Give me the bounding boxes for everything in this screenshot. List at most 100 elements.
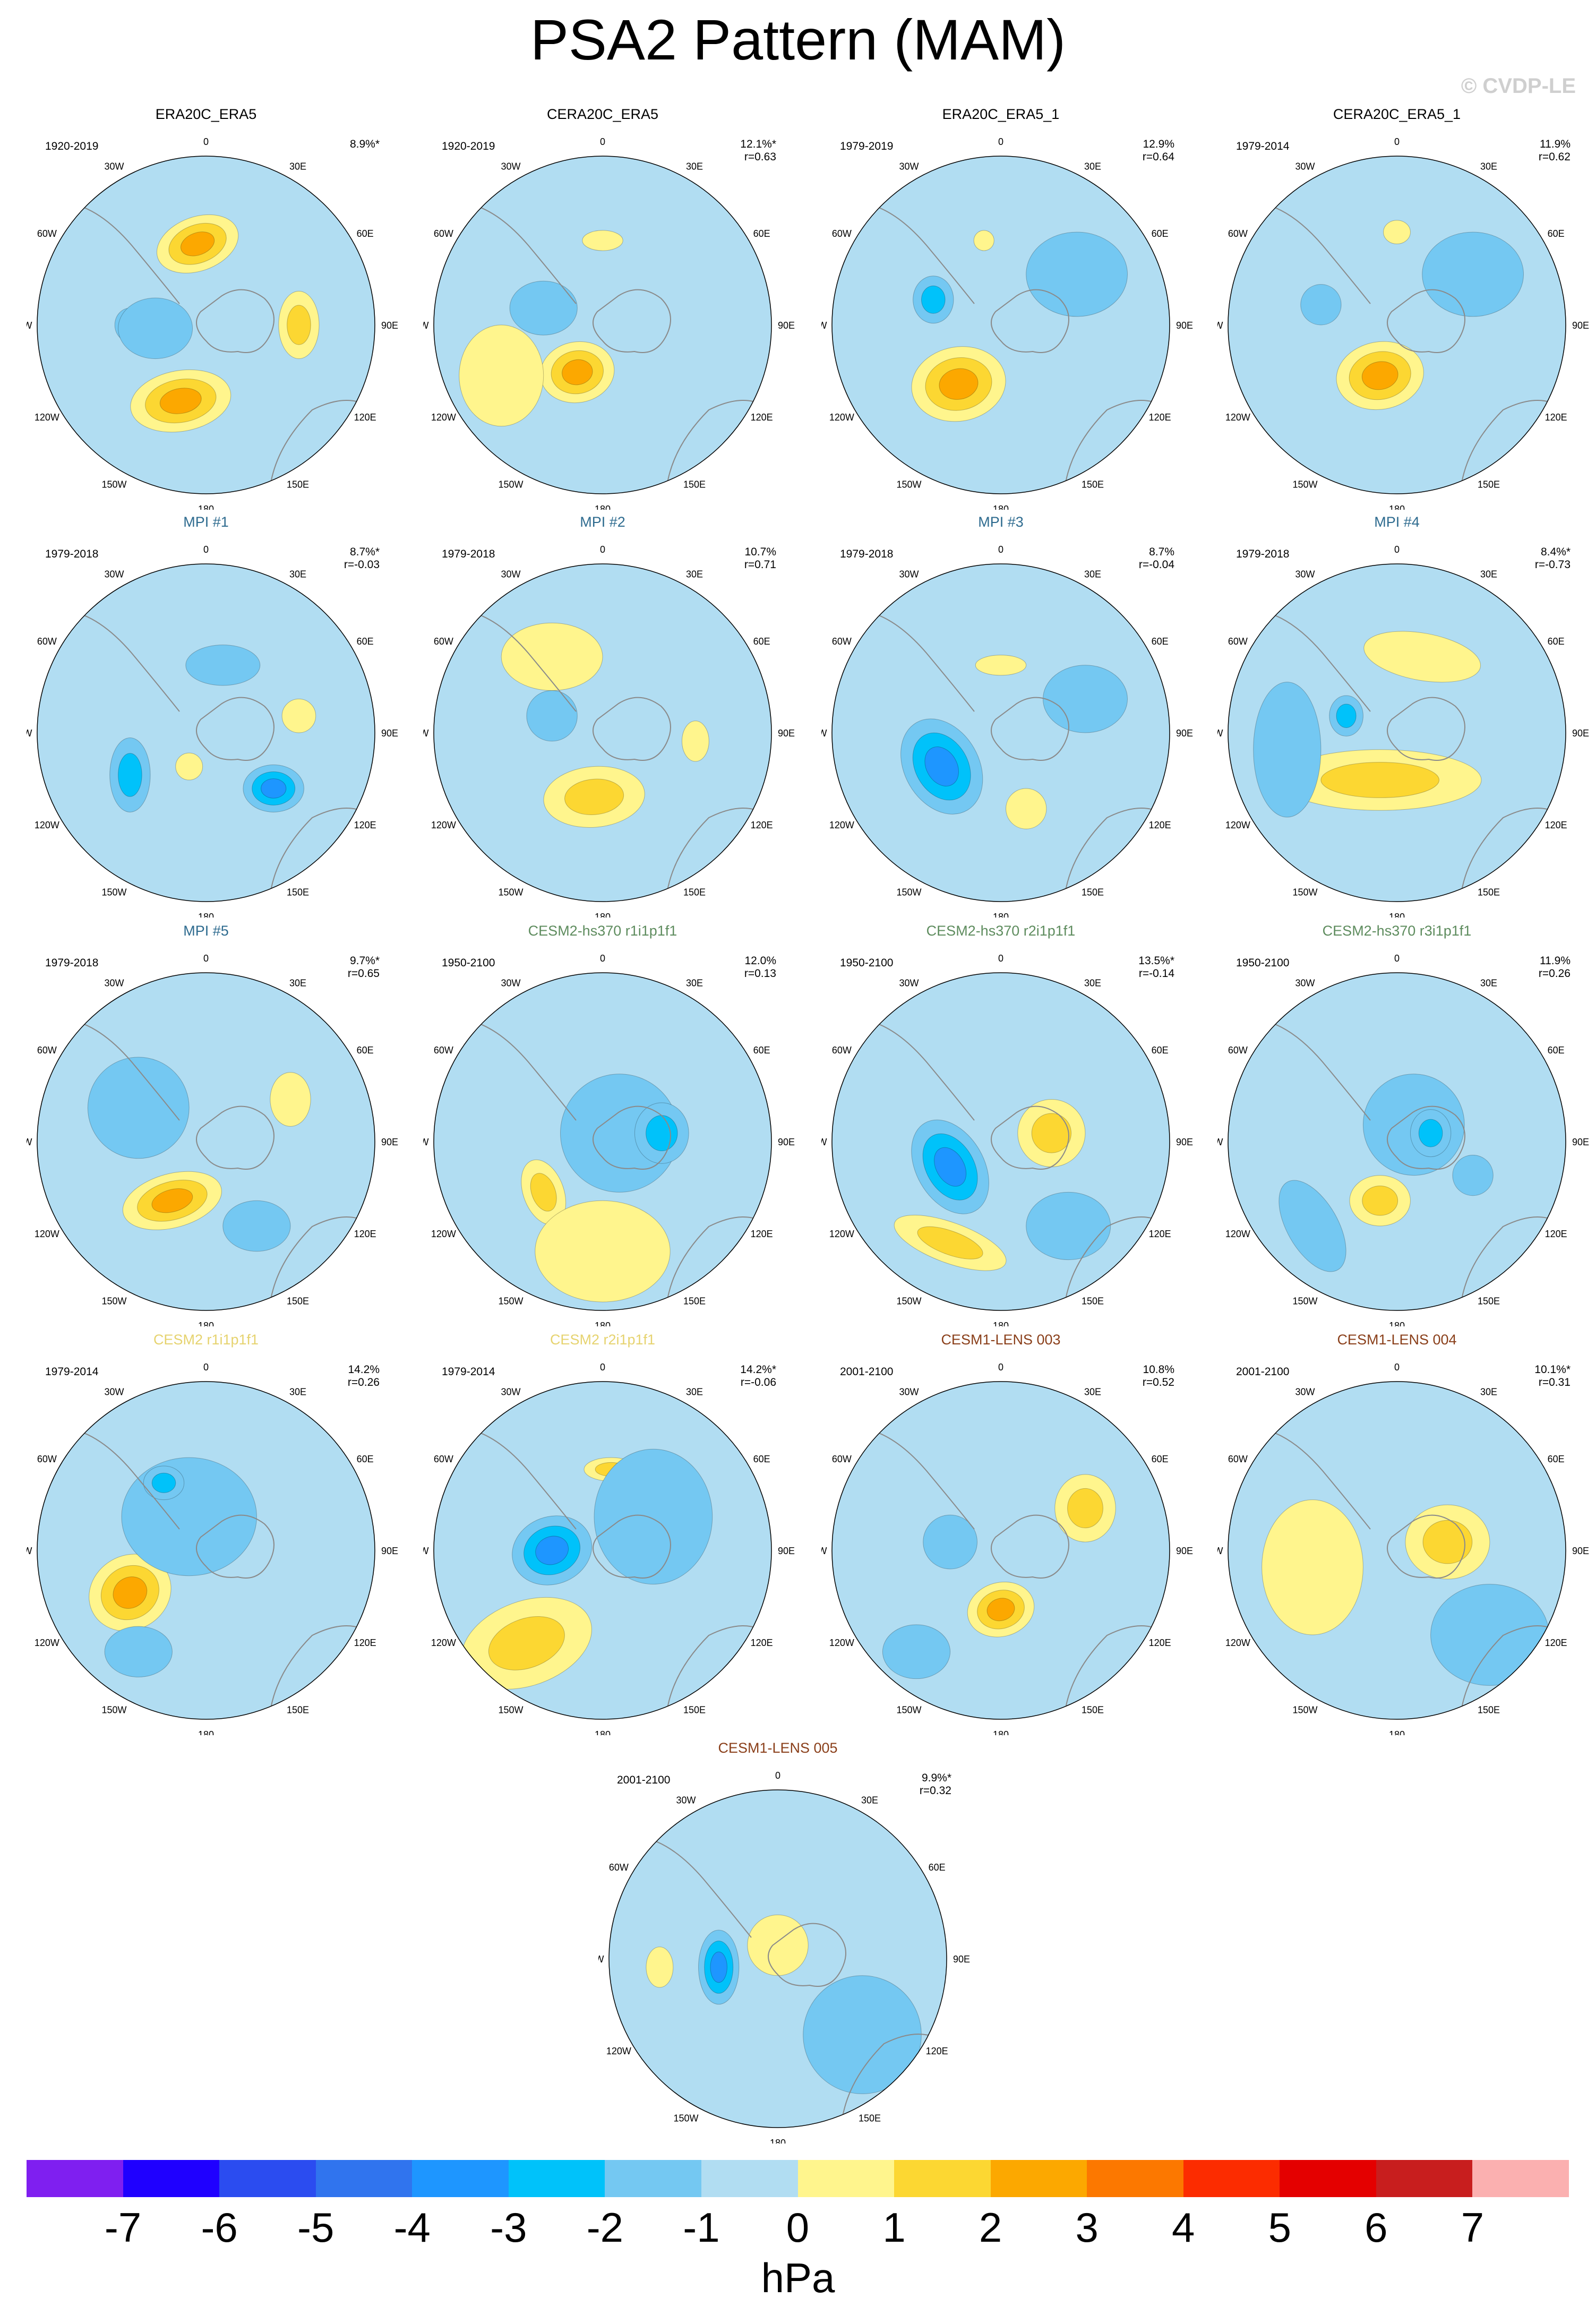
anomaly-contour — [87, 1057, 190, 1159]
polar-map: 0 30E 60E 90E 120E 150E 180 150W 120W 90W 60W 30W — [1217, 1362, 1589, 1735]
map-panel: 0 30E 60E 90E 120E 150E 180 150W 120W 90W 60W 30W MP… — [423, 514, 819, 918]
panel-title: ERA20C_ERA5 — [155, 106, 257, 122]
anomaly-contour — [562, 359, 593, 385]
panel-years: 1950-2100 — [442, 957, 495, 969]
colorbar — [27, 2160, 1569, 2197]
anomaly-contour — [1043, 665, 1128, 733]
anomaly-contour — [526, 690, 578, 742]
map-panel: 0 30E 60E 90E 120E 150E 180 150W 120W 90W 60W 30W MP… — [27, 923, 422, 1326]
longitude-label: 30E — [289, 1386, 306, 1397]
polar-map: 0 30E 60E 90E 120E 150E 180 150W 120W 90W 60W 30W — [821, 953, 1193, 1326]
longitude-label: 150E — [287, 1705, 309, 1716]
longitude-label: 90W — [1217, 1137, 1223, 1147]
longitude-label: 30E — [289, 569, 306, 579]
anomaly-field — [1228, 1382, 1566, 1719]
colorbar-swatch — [508, 2160, 605, 2197]
longitude-label: 0 — [203, 953, 209, 964]
map-border — [433, 972, 772, 1311]
anomaly-contour — [882, 1624, 951, 1679]
colorbar-swatch — [219, 2160, 316, 2197]
colorbar-swatch — [27, 2160, 123, 2197]
polar-map: 0 30E 60E 90E 120E 150E 180 150W 120W 90W 60W 30W — [1217, 953, 1589, 1326]
coastline-australia — [1460, 400, 1557, 490]
anomaly-contour — [1300, 284, 1342, 325]
longitude-label: 120W — [1225, 820, 1250, 830]
coastline-antarctica — [593, 697, 671, 761]
coastline-australia — [1064, 808, 1161, 898]
longitude-label: 60W — [1228, 1454, 1248, 1464]
longitude-label: 90E — [1572, 1546, 1589, 1556]
longitude-label: 90W — [423, 1546, 429, 1556]
pattern-correlation: r=-0.14 — [1138, 967, 1174, 980]
panel-stats: 10.8% r=0.52 — [1143, 1364, 1174, 1389]
panel-stats: 12.0% r=0.13 — [744, 955, 776, 980]
longitude-label: 120E — [751, 1637, 773, 1648]
background-fill — [832, 564, 1170, 902]
coastline-south-america — [67, 1428, 180, 1530]
longitude-label: 90E — [381, 728, 398, 739]
coastline-south-america — [67, 1019, 180, 1121]
panel-title: MPI #5 — [183, 923, 229, 939]
longitude-label: 0 — [998, 136, 1003, 147]
longitude-label: 120W — [1225, 1229, 1250, 1239]
map-panel: 0 30E 60E 90E 120E 150E 180 150W 120W 90W 60W 30W CE… — [1217, 1332, 1596, 1735]
longitude-label: 120W — [35, 1229, 59, 1239]
panel-title: CESM2-hs370 r1i1p1f1 — [528, 923, 677, 939]
longitude-label: 180 — [1389, 912, 1405, 918]
longitude-label: 60W — [37, 636, 57, 647]
longitude-label: 180 — [595, 1321, 611, 1326]
longitude-label: 30E — [686, 978, 703, 988]
anomaly-contour — [594, 1448, 713, 1585]
coastline-antarctica — [196, 289, 274, 353]
longitude-label: 60E — [357, 636, 374, 647]
map-panel: 0 30E 60E 90E 120E 150E 180 150W 120W 90W 60W 30W CE… — [821, 1332, 1217, 1735]
anomaly-field — [832, 564, 1170, 902]
colorbar-swatch — [1183, 2160, 1280, 2197]
background-fill — [37, 156, 375, 494]
panel-title: CERA20C_ERA5_1 — [1333, 106, 1461, 122]
panel-years: 1950-2100 — [840, 957, 894, 969]
panel-title: CESM2-hs370 r2i1p1f1 — [926, 923, 1076, 939]
longitude-label: 60W — [832, 1454, 852, 1464]
map-border — [1228, 563, 1566, 902]
colorbar-tick-label: 2 — [979, 2204, 1002, 2251]
longitude-label: 30E — [686, 1386, 703, 1397]
anomaly-contour — [118, 753, 142, 797]
colorbar-tick-label: -5 — [297, 2204, 334, 2251]
anomaly-contour — [222, 1200, 291, 1252]
coastline-south-america — [1258, 202, 1371, 304]
panel-years: 1979-2014 — [45, 1366, 99, 1378]
map-border — [37, 156, 375, 494]
longitude-label: 150E — [1082, 479, 1104, 490]
anomaly-field — [1228, 973, 1566, 1310]
panel-years: 1979-2019 — [840, 140, 894, 152]
anomaly-field — [434, 156, 771, 494]
colorbar-tick-label: -7 — [104, 2204, 142, 2251]
polar-map: 0 30E 60E 90E 120E 150E 180 150W 120W 90W 60W 30W — [821, 544, 1193, 918]
coastline-australia — [841, 2034, 938, 2124]
anomaly-contour — [287, 305, 311, 345]
coastline-antarctica — [1387, 1105, 1465, 1170]
coastline-antarctica — [593, 289, 671, 353]
longitude-label: 120E — [1149, 1637, 1171, 1648]
longitude-label: 0 — [600, 544, 605, 555]
longitude-label: 30E — [1480, 978, 1497, 988]
longitude-label: 0 — [998, 953, 1003, 964]
coastline-antarctica — [593, 1105, 671, 1170]
longitude-label: 180 — [198, 504, 214, 510]
longitude-label: 60E — [1548, 1454, 1565, 1464]
longitude-label: 90W — [27, 728, 32, 739]
anomaly-contour — [104, 1626, 173, 1677]
longitude-label: 30W — [501, 569, 520, 579]
longitude-label: 120W — [35, 820, 59, 830]
coastline-south-america — [639, 1836, 752, 1938]
longitude-label: 150E — [683, 1705, 706, 1716]
map-border — [831, 1381, 1170, 1720]
anomaly-contour — [509, 280, 578, 336]
longitude-label: 60W — [1228, 228, 1248, 239]
polar-map: 0 30E 60E 90E 120E 150E 180 150W 120W 90W 60W 30W — [598, 1770, 970, 2143]
longitude-label: 60E — [753, 1045, 770, 1056]
map-border — [37, 1381, 375, 1720]
longitude-label: 150W — [101, 1296, 126, 1307]
anomaly-contour — [535, 1200, 671, 1302]
